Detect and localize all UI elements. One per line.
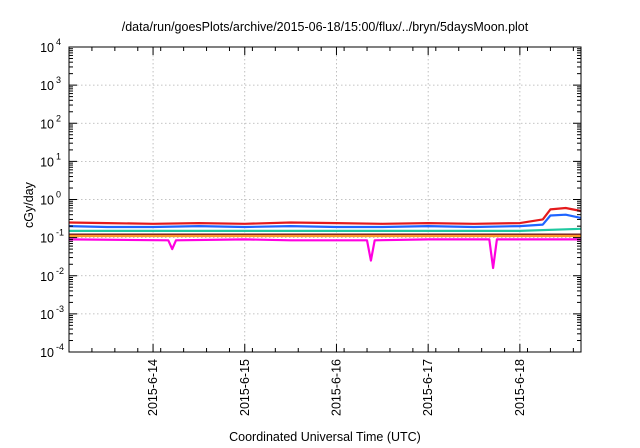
tick-layer xyxy=(68,46,581,353)
y-tick-label-exponent: -3 xyxy=(56,304,64,314)
series-line xyxy=(68,213,582,229)
y-tick-label-base: 10 xyxy=(40,308,54,322)
y-tick-label-base: 10 xyxy=(40,155,54,169)
y-tick-label-exponent: 1 xyxy=(56,151,61,161)
y-tick-label-base: 10 xyxy=(40,232,54,246)
y-tick-label: 10 0 xyxy=(40,190,61,208)
x-axis-label: Coordinated Universal Time (UTC) xyxy=(229,430,421,444)
y-tick-label: 10 3 xyxy=(40,75,61,93)
y-tick-label-base: 10 xyxy=(40,117,54,131)
series-line xyxy=(68,206,582,225)
x-tick-label: 2015-6-16 xyxy=(329,359,343,416)
chart-title: /data/run/goesPlots/archive/2015-06-18/1… xyxy=(121,20,529,34)
y-tick-label-exponent: -4 xyxy=(56,342,64,352)
series-line xyxy=(68,238,581,270)
y-tick-label-exponent: -2 xyxy=(56,266,64,276)
x-tick-label: 2015-6-15 xyxy=(238,359,252,416)
x-tick-label: 2015-6-17 xyxy=(421,359,435,416)
x-tick-label: 2015-6-18 xyxy=(513,359,527,416)
x-tick-label: 2015-6-14 xyxy=(146,359,160,416)
y-tick-label-exponent: 0 xyxy=(56,190,61,200)
y-tick-label-base: 10 xyxy=(40,41,54,55)
y-tick-label-exponent: -1 xyxy=(56,228,64,238)
y-tick-label: 10 -2 xyxy=(40,266,64,284)
y-tick-label: 10 4 xyxy=(40,37,61,55)
y-tick-label-exponent: 3 xyxy=(56,75,61,85)
y-tick-label-base: 10 xyxy=(40,346,54,360)
y-tick-label: 10 -4 xyxy=(40,342,64,360)
series-line xyxy=(69,227,582,232)
y-tick-label: 10 -1 xyxy=(40,228,64,246)
y-tick-label-base: 10 xyxy=(40,194,54,208)
y-tick-label: 10 2 xyxy=(40,113,61,131)
grid-layer xyxy=(69,47,581,352)
y-tick-label-exponent: 2 xyxy=(56,113,61,123)
y-tick-label-exponent: 4 xyxy=(56,37,61,47)
y-tick-label: 10 -3 xyxy=(40,304,64,322)
y-tick-label-base: 10 xyxy=(40,270,54,284)
series-layer xyxy=(68,206,582,270)
y-tick-label: 10 1 xyxy=(40,151,61,169)
y-tick-label-base: 10 xyxy=(40,79,54,93)
